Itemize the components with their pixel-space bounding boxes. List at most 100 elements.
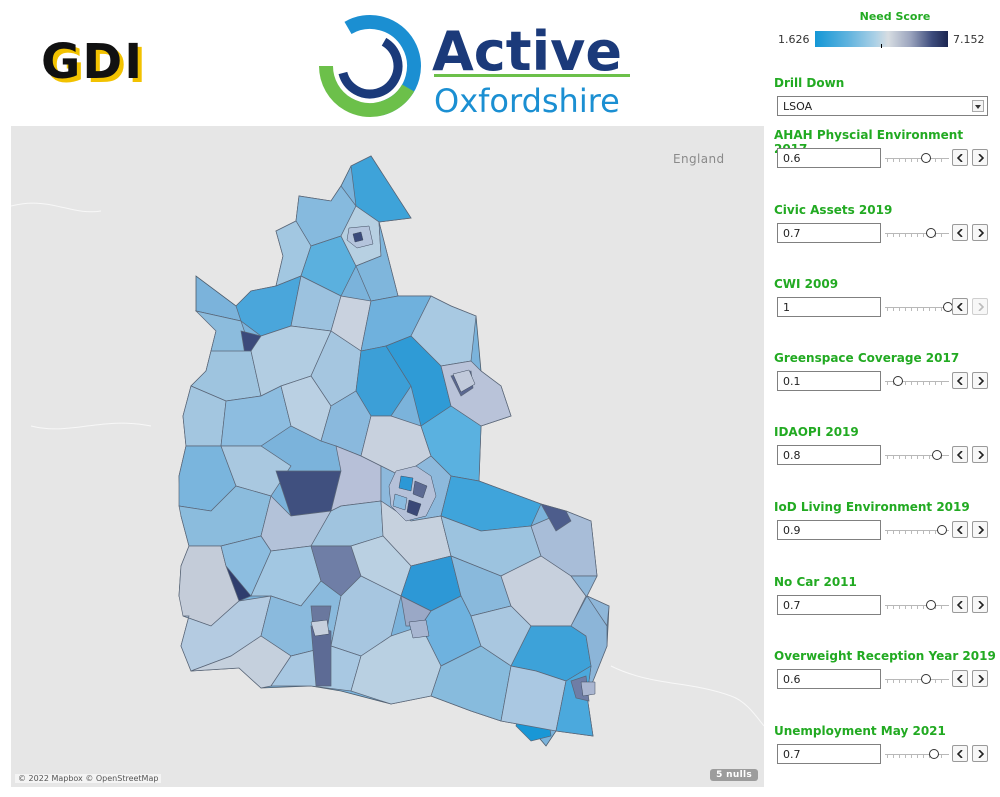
gdi-logo: GDI GDI	[40, 30, 150, 94]
map-attribution[interactable]: © 2022 Mapbox © OpenStreetMap	[15, 774, 162, 783]
chevron-right-icon	[978, 229, 984, 237]
slider-ticks	[887, 755, 947, 758]
slider-thumb[interactable]	[926, 228, 937, 238]
parameter-control: 0.7	[777, 595, 991, 617]
parameter-value-input[interactable]: 0.7	[777, 744, 881, 764]
choropleth-map[interactable]: England © 2022 Mapbox © OpenStreetMap 5 …	[11, 126, 764, 787]
chevron-right-icon	[978, 675, 984, 683]
chevron-left-icon	[957, 377, 963, 385]
increment-button[interactable]	[972, 521, 988, 538]
slider-track[interactable]	[885, 455, 949, 456]
legend-color-ramp	[815, 31, 948, 47]
slider-track[interactable]	[885, 233, 949, 234]
parameter-control: 0.6	[777, 148, 991, 170]
decrement-button[interactable]	[952, 224, 968, 241]
slider-track[interactable]	[885, 679, 949, 680]
slider-ticks	[887, 159, 947, 162]
slider-ticks	[887, 680, 947, 683]
parameter-label: Unemployment May 2021	[774, 724, 946, 738]
increment-button[interactable]	[972, 298, 988, 315]
decrement-button[interactable]	[952, 372, 968, 389]
slider-track[interactable]	[885, 605, 949, 606]
slider-thumb[interactable]	[929, 749, 939, 759]
parameter-label: Greenspace Coverage 2017	[774, 351, 960, 365]
slider-thumb[interactable]	[926, 600, 937, 610]
slider-ticks	[887, 456, 947, 459]
chevron-left-icon	[957, 303, 963, 311]
drill-down-label: Drill Down	[774, 76, 845, 90]
parameter-value-input[interactable]: 0.6	[777, 148, 881, 168]
parameter-label: Overweight Reception Year 2019	[774, 649, 996, 663]
increment-button[interactable]	[972, 446, 988, 463]
decrement-button[interactable]	[952, 298, 968, 315]
nulls-badge[interactable]: 5 nulls	[710, 769, 758, 781]
parameter-control: 0.7	[777, 744, 991, 766]
decrement-button[interactable]	[952, 745, 968, 762]
chevron-right-icon	[978, 451, 984, 459]
parameter-control: 0.9	[777, 520, 991, 542]
chevron-left-icon	[957, 451, 963, 459]
parameter-value-input[interactable]: 0.7	[777, 223, 881, 243]
chevron-right-icon	[978, 303, 984, 311]
slider-thumb[interactable]	[920, 153, 931, 163]
decrement-button[interactable]	[952, 596, 968, 613]
slider-thumb[interactable]	[920, 674, 931, 684]
parameter-value-input[interactable]: 0.9	[777, 520, 881, 540]
increment-button[interactable]	[972, 596, 988, 613]
chevron-left-icon	[957, 601, 963, 609]
parameter-label: IDAOPI 2019	[774, 425, 859, 439]
drill-down-value: LSOA	[783, 100, 813, 113]
chevron-left-icon	[957, 229, 963, 237]
map-region-label: England	[673, 152, 725, 166]
slider-ticks	[887, 234, 947, 237]
slider-ticks	[887, 308, 947, 311]
increment-button[interactable]	[972, 372, 988, 389]
slider-track[interactable]	[885, 381, 949, 382]
parameter-value-input[interactable]: 0.8	[777, 445, 881, 465]
chevron-left-icon	[957, 526, 963, 534]
drill-down-select[interactable]: LSOA	[777, 96, 988, 116]
slider-track[interactable]	[885, 530, 949, 531]
chevron-right-icon	[978, 154, 984, 162]
decrement-button[interactable]	[952, 149, 968, 166]
slider-thumb[interactable]	[892, 376, 903, 386]
increment-button[interactable]	[972, 149, 988, 166]
parameter-control: 1	[777, 297, 991, 319]
chevron-right-icon	[978, 526, 984, 534]
parameter-value-input[interactable]: 0.7	[777, 595, 881, 615]
svg-text:Oxfordshire: Oxfordshire	[434, 82, 620, 120]
parameter-label: IoD Living Environment 2019	[774, 500, 970, 514]
increment-button[interactable]	[972, 670, 988, 687]
chevron-left-icon	[957, 154, 963, 162]
svg-text:GDI: GDI	[41, 34, 144, 90]
increment-button[interactable]	[972, 224, 988, 241]
parameter-control: 0.8	[777, 445, 991, 467]
slider-track[interactable]	[885, 754, 949, 755]
chevron-left-icon	[957, 750, 963, 758]
parameter-control: 0.6	[777, 669, 991, 691]
slider-thumb[interactable]	[931, 450, 942, 460]
parameter-value-input[interactable]: 0.6	[777, 669, 881, 689]
decrement-button[interactable]	[952, 521, 968, 538]
svg-text:GDI: GDI	[45, 38, 148, 90]
svg-text:Active: Active	[432, 20, 622, 83]
slider-track[interactable]	[885, 158, 949, 159]
chevron-right-icon	[978, 601, 984, 609]
chevron-right-icon	[978, 750, 984, 758]
legend-max-value: 7.152	[953, 33, 985, 46]
increment-button[interactable]	[972, 745, 988, 762]
active-oxfordshire-logo: Active Oxfordshire	[318, 12, 636, 120]
legend-min-value: 1.626	[778, 33, 810, 46]
parameter-label: No Car 2011	[774, 575, 857, 589]
decrement-button[interactable]	[952, 670, 968, 687]
decrement-button[interactable]	[952, 446, 968, 463]
parameter-value-input[interactable]: 0.1	[777, 371, 881, 391]
slider-thumb[interactable]	[937, 525, 948, 535]
chevron-right-icon	[978, 377, 984, 385]
parameter-value-input[interactable]: 1	[777, 297, 881, 317]
chevron-down-icon[interactable]	[972, 100, 984, 112]
parameter-label: Civic Assets 2019	[774, 203, 893, 217]
slider-track[interactable]	[885, 307, 949, 308]
parameter-control: 0.7	[777, 223, 991, 245]
legend-tick	[881, 44, 882, 48]
